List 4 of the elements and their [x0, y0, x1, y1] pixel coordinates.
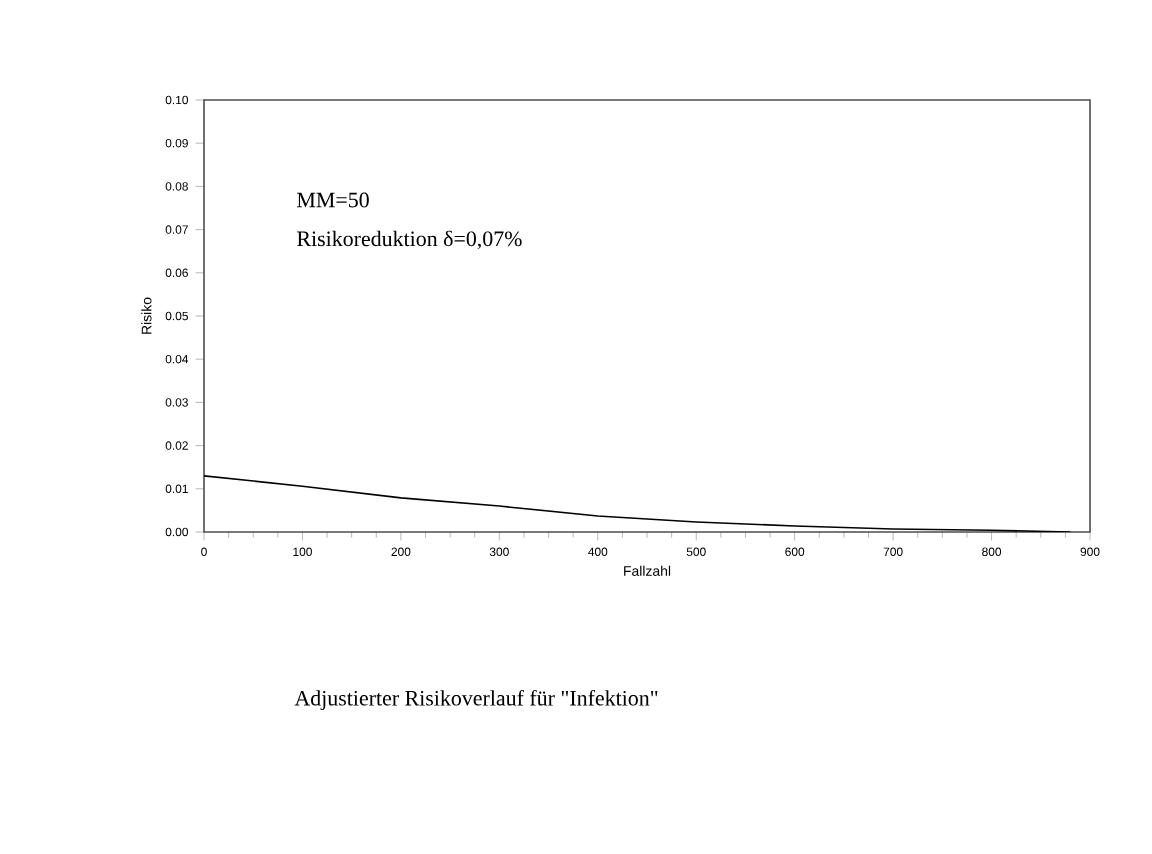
annotation: MM=50 — [297, 192, 369, 208]
text: Adjustierter Risikoverlauf für "Infektion" — [294, 689, 658, 711]
line-series — [204, 475, 1072, 532]
annotation: Risikoreduktion δ=0,07% — [297, 230, 522, 250]
